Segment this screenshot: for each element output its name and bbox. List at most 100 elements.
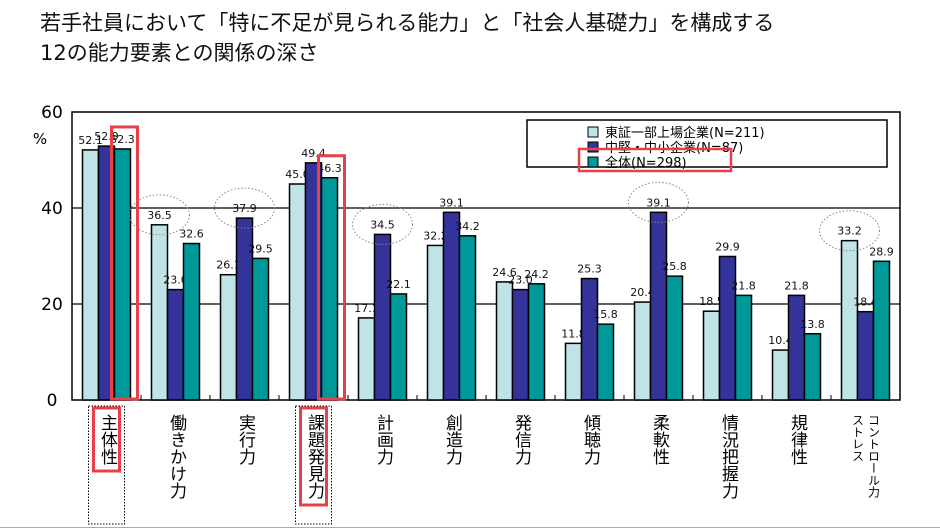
bar [564,342,583,401]
highlight-ellipse [129,194,190,236]
data-label: 24.2 [524,268,549,281]
data-label: 20.4 [630,286,655,299]
category-label: ストレス [850,414,865,462]
data-label: 18.4 [853,296,878,309]
data-label: 36.5 [147,209,172,222]
category-dotted-box [295,405,332,525]
category-label: 柔軟性 [649,414,669,465]
data-label: 49.4 [301,147,326,160]
data-label: 32.2 [423,229,448,242]
legend-swatch [587,126,599,138]
highlight-ellipse [628,181,689,223]
bar [150,224,169,401]
highlight-ellipse [819,210,880,252]
data-label: 29.5 [248,242,273,255]
data-label: 11.8 [561,327,586,340]
data-label: 45.0 [285,168,310,181]
category-highlight-box [92,406,121,473]
bar [718,255,737,401]
data-label: 26.1 [216,259,241,272]
data-label: 15.8 [593,308,618,321]
data-label: 25.8 [662,260,687,273]
y-axis-unit: % [33,130,47,148]
legend-label: 東証一部上場企業(N=211) [605,125,765,141]
bar [495,281,514,401]
category-label: 創造力 [442,414,462,465]
title-line-1: 若手社員において「特に不足が見られる能力」と「社会人基礎力」を構成する [40,11,775,35]
data-label: 37.9 [232,202,257,215]
bar [511,288,530,401]
category-label: 主体性 [97,414,117,465]
highlight-ellipse [214,187,275,229]
data-label: 39.1 [439,196,464,209]
data-label: 18.5 [699,295,724,308]
category-highlight-box [299,406,328,507]
bar [357,317,376,401]
bar [166,288,185,401]
data-label: 23.0 [508,274,533,287]
bar [320,177,339,401]
data-label: 52.3 [110,133,135,146]
bar [633,301,652,401]
legend-label: 全体(N=298) [605,155,687,171]
bar [803,333,822,401]
bar [219,273,238,401]
category-label: 情況把握力 [718,414,738,499]
data-label: 17.1 [354,302,379,315]
category-label: 計画力 [373,414,393,465]
data-label: 13.8 [800,318,825,331]
legend-swatch [587,141,599,153]
bar [251,257,270,401]
category-label: コントロール力 [866,414,881,498]
bar [580,277,599,401]
y-tick-label: 0 [47,391,58,411]
bar [426,244,445,401]
data-label: 32.6 [179,228,204,241]
data-label: 24.6 [492,266,517,279]
data-label: 29.9 [715,240,740,253]
chart-title: 若手社員において「特に不足が見られる能力」と「社会人基礎力」を構成する 12の能… [40,8,774,68]
legend-swatch [587,156,599,168]
data-label: 25.3 [577,263,602,276]
data-label: 10.4 [768,334,793,347]
y-tick-label: 20 [41,295,63,315]
data-label: 28.9 [869,245,894,258]
bar [787,294,806,401]
bar [373,233,392,401]
data-label: 39.1 [646,196,671,209]
category-label: 働きかけ力 [166,414,186,499]
bar [442,211,461,401]
data-label: 34.5 [370,218,395,231]
bar [649,211,668,401]
title-line-2: 12の能力要素との関係の深さ [40,41,319,65]
bar [734,294,753,401]
category-label: 実行力 [235,414,255,465]
bar [665,275,684,401]
divider [0,527,940,528]
bar [872,260,891,401]
legend-highlight-box [577,147,733,173]
bar [458,235,477,401]
bar-highlight-box [317,154,346,401]
bar [596,323,615,401]
bar [527,283,546,401]
category-dotted-box [88,405,125,525]
bar [81,149,100,401]
highlight-ellipse [352,203,413,245]
bar [702,310,721,401]
category-label: 発信力 [511,414,531,465]
data-label: 34.2 [455,220,480,233]
bar [288,183,307,401]
bar-highlight-box [110,125,139,401]
data-label: 33.2 [837,225,862,238]
data-label: 22.1 [386,278,411,291]
y-tick-label: 40 [41,199,63,219]
bar [182,242,201,401]
data-label: 52.1 [78,134,103,147]
data-label: 21.8 [731,279,756,292]
data-label: 46.3 [317,162,342,175]
bar [389,293,408,401]
legend [526,119,888,168]
